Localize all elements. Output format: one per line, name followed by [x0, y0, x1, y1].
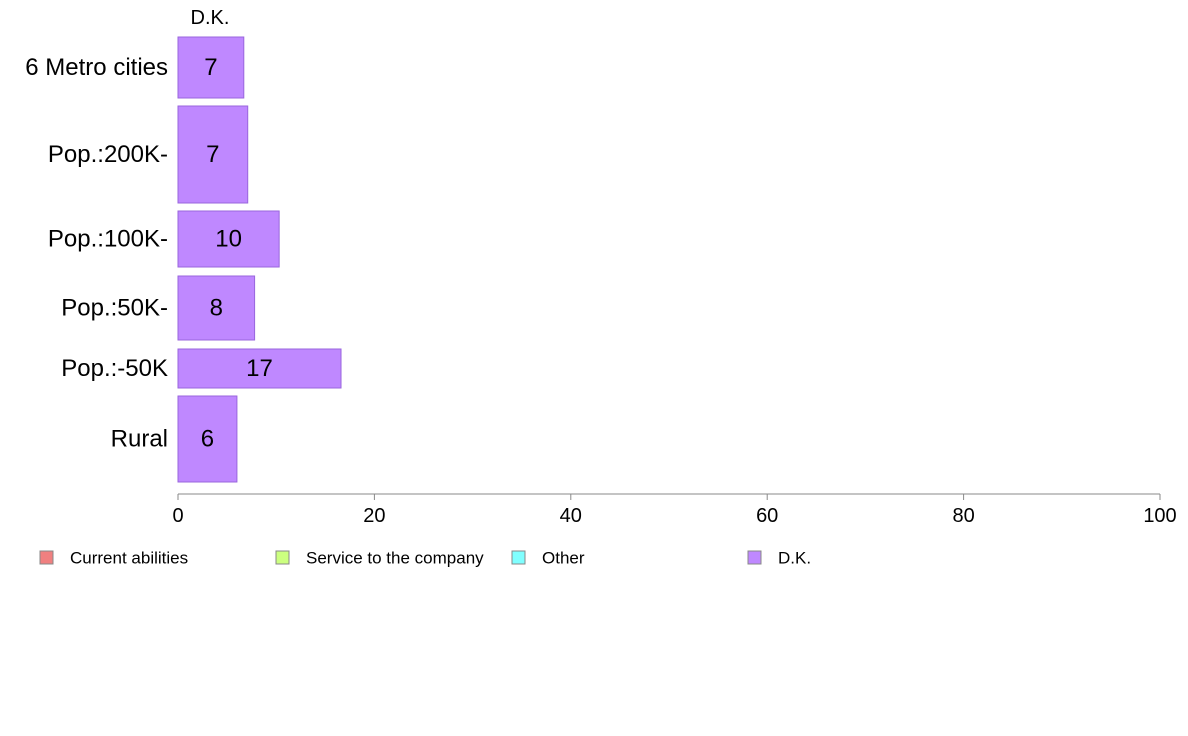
value-labels: 7 7 10 8 17 6 [201, 54, 273, 453]
category-labels: 6 Metro cities Pop.:200K- Pop.:100K- Pop.:5… [25, 54, 168, 453]
bar [177, 105, 249, 204]
x-tick-label: 80 [952, 505, 974, 527]
legend-label: Current abilities [70, 549, 188, 568]
x-tick-label: 20 [363, 505, 385, 527]
bar-value-label: 17 [246, 355, 273, 382]
category-label: Pop.:50K- [61, 295, 168, 322]
bar-value-label: 6 [201, 426, 214, 453]
category-label: Pop.:100K- [48, 226, 168, 253]
x-tick-label: 0 [172, 505, 183, 527]
bar [177, 210, 280, 268]
legend: Current abilities Service to the company O… [39, 549, 811, 568]
legend-label: Other [542, 549, 585, 568]
bar-value-label: 8 [210, 295, 223, 322]
legend-label: D.K. [778, 549, 811, 568]
legend-swatch [39, 550, 54, 565]
legend-label: Service to the company [306, 549, 484, 568]
legend-swatch [275, 550, 290, 565]
legend-swatch [511, 550, 526, 565]
x-tick-label: 100 [1143, 505, 1176, 527]
legend-swatch [747, 550, 762, 565]
series-header: D.K. [191, 7, 230, 29]
bars-group [177, 36, 342, 483]
bar-value-label: 7 [204, 54, 217, 81]
x-axis: 0 20 40 60 80 100 [172, 493, 1177, 527]
category-label: Rural [111, 426, 168, 453]
bar [177, 275, 256, 341]
bar [177, 36, 245, 99]
bar [177, 395, 238, 483]
bar [177, 348, 342, 389]
category-label: Pop.:-50K [61, 355, 168, 382]
category-label: 6 Metro cities [25, 54, 168, 81]
x-tick-label: 40 [560, 505, 582, 527]
category-label: Pop.:200K- [48, 141, 168, 168]
bar-value-label: 10 [215, 226, 242, 253]
x-tick-label: 60 [756, 505, 778, 527]
bar-value-label: 7 [206, 141, 219, 168]
